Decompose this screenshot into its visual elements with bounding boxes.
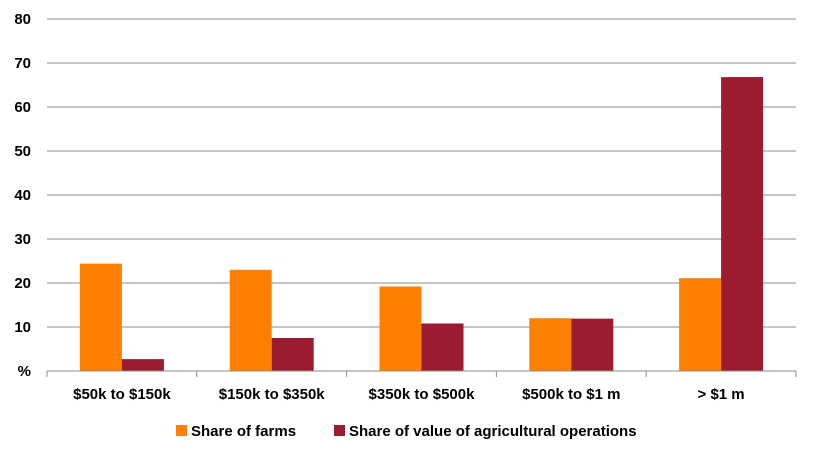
legend-swatch: [334, 425, 345, 436]
bar-share-of-farms: [679, 278, 722, 371]
y-tick-label: 20: [14, 275, 31, 292]
y-tick-label: 70: [14, 55, 31, 72]
gridlines: [47, 18, 796, 328]
x-tick-label: $350k to $500k: [369, 386, 476, 403]
legend-label: Share of value of agricultural operation…: [349, 423, 637, 440]
legend-swatch: [176, 425, 187, 436]
bar-share-of-value: [721, 77, 764, 371]
y-tick-label: 60: [14, 99, 31, 116]
bar-share-of-farms: [79, 263, 122, 371]
bar-share-of-value: [121, 359, 164, 371]
bar-share-of-value: [421, 323, 464, 371]
x-tick-label: $150k to $350k: [219, 386, 326, 403]
bar-share-of-farms: [379, 286, 422, 371]
x-tick-label: $500k to $1 m: [522, 386, 620, 403]
bars: [79, 77, 764, 371]
y-tick-label: 50: [14, 143, 31, 160]
y-tick-label: 30: [14, 231, 31, 248]
bar-share-of-farms: [229, 269, 272, 371]
x-tick-label: > $1 m: [698, 386, 745, 403]
x-tick-label: $50k to $150k: [73, 386, 171, 403]
legend: Share of farms Share of value of agricult…: [176, 423, 637, 440]
y-tick-label: 80: [14, 11, 31, 28]
bar-share-of-value: [271, 338, 314, 371]
bar-share-of-value: [571, 318, 614, 371]
legend-label: Share of farms: [191, 423, 296, 440]
axes: % 10 20 30 40 50 60 70 80 $50k to $150k $150k to $…: [14, 11, 797, 403]
bar-share-of-farms: [529, 318, 572, 371]
y-tick-label: 10: [14, 319, 31, 336]
y-tick-label: %: [18, 363, 31, 380]
y-tick-label: 40: [14, 187, 31, 204]
